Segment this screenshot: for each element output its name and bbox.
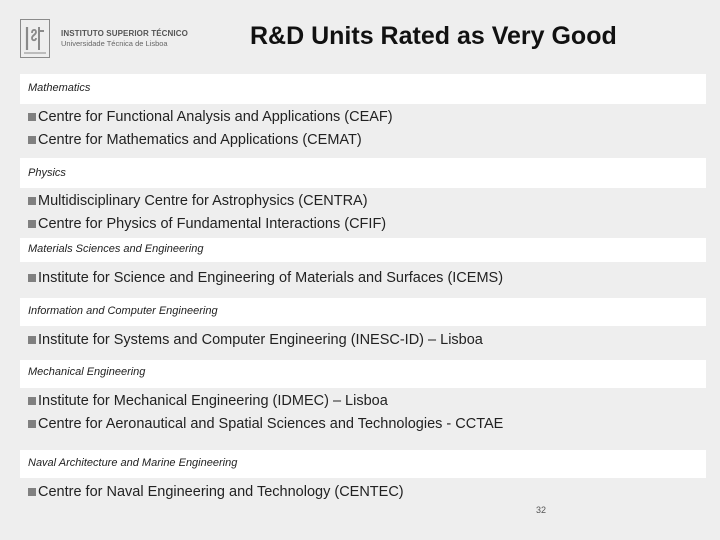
section-label: Mechanical Engineering [28, 366, 146, 378]
list-item-text: Centre for Mathematics and Applications … [38, 132, 362, 148]
square-bullet-icon [28, 197, 36, 205]
page-number: 32 [536, 505, 547, 515]
section-band-naval: Naval Architecture and Marine Engineerin… [20, 450, 706, 478]
list-item: Centre for Physics of Fundamental Intera… [28, 216, 386, 232]
list-item-text: Centre for Functional Analysis and Appli… [38, 109, 393, 125]
list-item: Multidisciplinary Centre for Astrophysic… [28, 193, 368, 209]
square-bullet-icon [28, 113, 36, 121]
institution-subtitle: Universidade Técnica de Lisboa [61, 39, 168, 48]
section-label: Naval Architecture and Marine Engineerin… [28, 457, 238, 469]
section-band-physics: Physics [20, 158, 706, 188]
page-title: R&D Units Rated as Very Good [250, 22, 617, 50]
section-band-mathematics: Mathematics [20, 74, 706, 104]
section-band-mechanical: Mechanical Engineering [20, 360, 706, 388]
section-label: Information and Computer Engineering [28, 305, 218, 317]
list-item-text: Multidisciplinary Centre for Astrophysic… [38, 193, 368, 209]
square-bullet-icon [28, 420, 36, 428]
list-item-text: Centre for Physics of Fundamental Intera… [38, 216, 387, 232]
list-item: Centre for Aeronautical and Spatial Scie… [28, 416, 503, 432]
section-label: Mathematics [28, 82, 91, 94]
ist-logo-icon [20, 19, 50, 58]
square-bullet-icon [28, 220, 36, 228]
list-item-text: Institute for Mechanical Engineering (ID… [38, 393, 388, 409]
list-item: Institute for Systems and Computer Engin… [28, 332, 483, 348]
section-band-information: Information and Computer Engineering [20, 298, 706, 326]
square-bullet-icon [28, 488, 36, 496]
list-item: Centre for Mathematics and Applications … [28, 132, 362, 148]
list-item-text: Centre for Naval Engineering and Technol… [38, 484, 404, 500]
list-item: Centre for Naval Engineering and Technol… [28, 484, 404, 500]
list-item: Centre for Functional Analysis and Appli… [28, 109, 393, 125]
list-item: Institute for Mechanical Engineering (ID… [28, 393, 388, 409]
section-label: Materials Sciences and Engineering [28, 243, 204, 255]
section-band-materials: Materials Sciences and Engineering [20, 238, 706, 262]
list-item-text: Institute for Systems and Computer Engin… [38, 332, 483, 348]
list-item-text: Centre for Aeronautical and Spatial Scie… [38, 416, 504, 432]
list-item: Institute for Science and Engineering of… [28, 270, 503, 286]
square-bullet-icon [28, 336, 36, 344]
square-bullet-icon [28, 136, 36, 144]
list-item-text: Institute for Science and Engineering of… [38, 270, 504, 286]
section-label: Physics [28, 167, 66, 179]
institution-name: INSTITUTO SUPERIOR TÉCNICO [61, 29, 188, 38]
square-bullet-icon [28, 397, 36, 405]
square-bullet-icon [28, 274, 36, 282]
